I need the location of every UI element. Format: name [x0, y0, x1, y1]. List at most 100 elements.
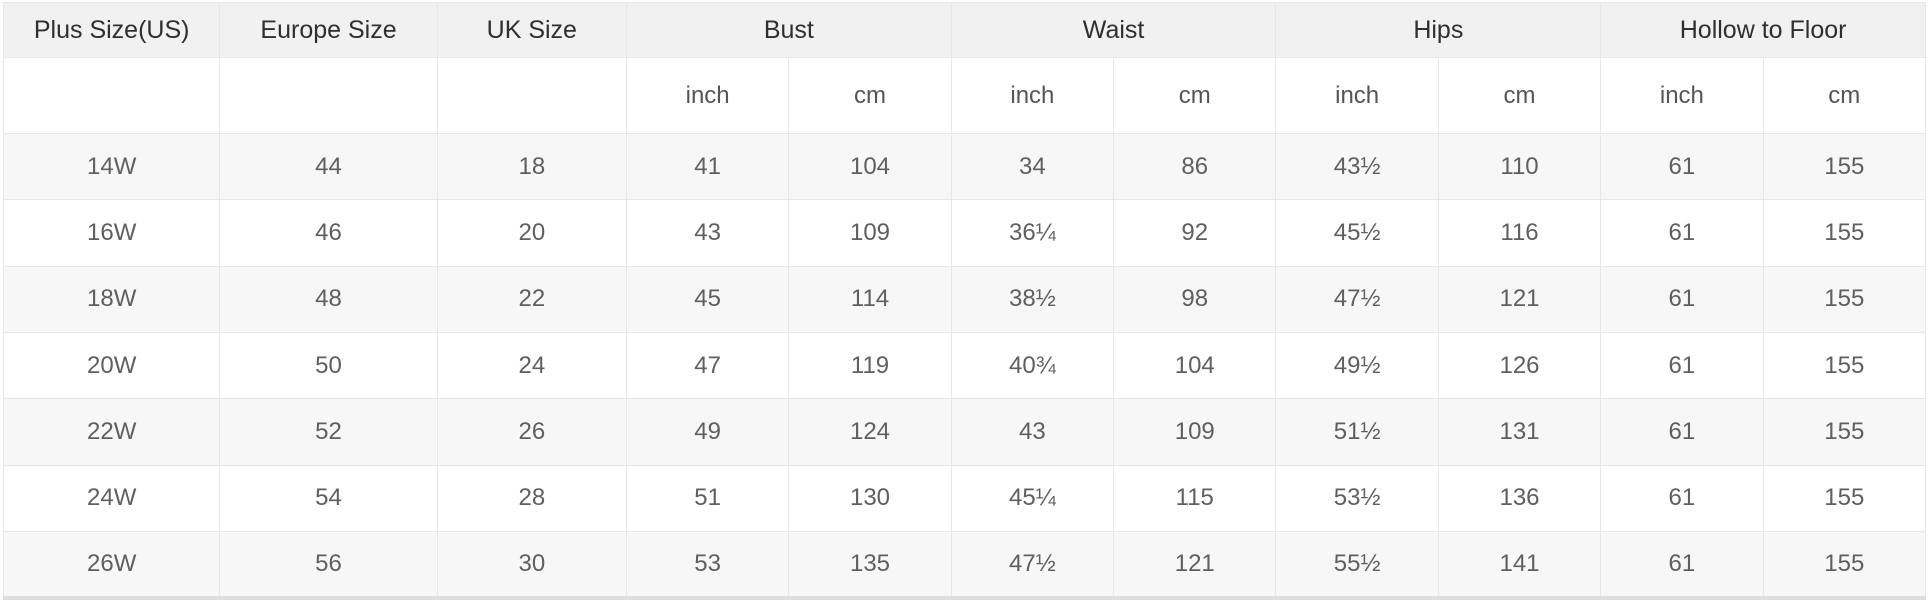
table-cell: 18	[436, 132, 627, 201]
unit-header-inch: inch	[1275, 57, 1439, 134]
unit-header-cm: cm	[1437, 57, 1602, 134]
table-cell: 54	[219, 464, 438, 533]
table-cell: 53½	[1275, 464, 1439, 533]
table-cell: 61	[1600, 199, 1764, 267]
column-header-hollow-to-floor: Hollow to Floor	[1600, 2, 1926, 58]
table-cell: 130	[788, 464, 952, 533]
table-cell: 28	[436, 464, 627, 533]
column-header-bust: Bust	[625, 2, 952, 58]
row-header-size: 14W	[2, 132, 221, 201]
table-cell: 34	[950, 132, 1115, 201]
table-cell: 61	[1600, 265, 1764, 334]
table-cell: 45	[625, 265, 790, 334]
table-cell: 126	[1437, 332, 1602, 400]
unit-header-empty	[436, 57, 627, 134]
row-header-size: 16W	[2, 199, 221, 267]
table-row-16w: 16W 46 20 43 109 36¼ 92 45½ 116 61 155	[2, 199, 1927, 267]
table-cell: 109	[788, 199, 952, 267]
table-cell: 104	[1113, 332, 1277, 400]
table-cell: 30	[436, 531, 627, 599]
unit-header-empty	[2, 57, 221, 134]
table-cell: 38½	[950, 265, 1115, 334]
column-header-plus-size-us: Plus Size(US)	[2, 2, 221, 58]
table-cell: 136	[1437, 464, 1602, 533]
table-cell: 49½	[1275, 332, 1439, 400]
table-cell: 155	[1762, 265, 1927, 334]
table-cell: 61	[1600, 332, 1764, 400]
table-cell: 61	[1600, 464, 1764, 533]
table-cell: 52	[219, 398, 438, 466]
table-cell: 47½	[1275, 265, 1439, 334]
table-cell: 22	[436, 265, 627, 334]
table-cell: 49	[625, 398, 790, 466]
column-header-europe-size: Europe Size	[219, 2, 438, 58]
table-cell: 43	[625, 199, 790, 267]
unit-header-cm: cm	[1762, 57, 1927, 134]
table-cell: 43½	[1275, 132, 1439, 201]
table-cell: 155	[1762, 199, 1927, 267]
table-cell: 47½	[950, 531, 1115, 599]
table-cell: 61	[1600, 132, 1764, 201]
table-cell: 50	[219, 332, 438, 400]
row-header-size: 24W	[2, 464, 221, 533]
table-row-14w: 14W 44 18 41 104 34 86 43½ 110 61 155	[2, 132, 1927, 201]
table-cell: 41	[625, 132, 790, 201]
table-row-22w: 22W 52 26 49 124 43 109 51½ 131 61 155	[2, 398, 1927, 466]
table-cell: 131	[1437, 398, 1602, 466]
table-cell: 61	[1600, 398, 1764, 466]
table-cell: 155	[1762, 332, 1927, 400]
unit-header-cm: cm	[788, 57, 952, 134]
table-cell: 121	[1113, 531, 1277, 599]
table-cell: 24	[436, 332, 627, 400]
table-cell: 20	[436, 199, 627, 267]
table-cell: 119	[788, 332, 952, 400]
table-cell: 48	[219, 265, 438, 334]
table-cell: 45½	[1275, 199, 1439, 267]
table-cell: 155	[1762, 531, 1927, 599]
table-cell: 56	[219, 531, 438, 599]
table-cell: 116	[1437, 199, 1602, 267]
table-cell: 43	[950, 398, 1115, 466]
table-cell: 86	[1113, 132, 1277, 201]
table-body: 14W 44 18 41 104 34 86 43½ 110 61 155 16W 46 20 43 109 3…	[2, 132, 1927, 599]
table-cell: 135	[788, 531, 952, 599]
table-cell: 92	[1113, 199, 1277, 267]
table-cell: 40¾	[950, 332, 1115, 400]
table-cell: 98	[1113, 265, 1277, 334]
column-header-hips: Hips	[1275, 2, 1602, 58]
table-cell: 110	[1437, 132, 1602, 201]
table-cell: 104	[788, 132, 952, 201]
table-cell: 55½	[1275, 531, 1439, 599]
table-cell: 45¼	[950, 464, 1115, 533]
table-row-26w: 26W 56 30 53 135 47½ 121 55½ 141 61 155	[2, 531, 1927, 599]
table-cell: 115	[1113, 464, 1277, 533]
table-row-18w: 18W 48 22 45 114 38½ 98 47½ 121 61 155	[2, 265, 1927, 334]
unit-header-inch: inch	[950, 57, 1115, 134]
table-cell: 51	[625, 464, 790, 533]
table-cell: 141	[1437, 531, 1602, 599]
table-cell: 53	[625, 531, 790, 599]
unit-header-cm: cm	[1113, 57, 1277, 134]
table-cell: 124	[788, 398, 952, 466]
table-cell: 26	[436, 398, 627, 466]
row-header-size: 18W	[2, 265, 221, 334]
table-cell: 114	[788, 265, 952, 334]
table-cell: 155	[1762, 132, 1927, 201]
table-row-24w: 24W 54 28 51 130 45¼ 115 53½ 136 61 155	[2, 464, 1927, 533]
unit-header-inch: inch	[1600, 57, 1764, 134]
table-cell: 155	[1762, 398, 1927, 466]
column-header-waist: Waist	[950, 2, 1277, 58]
table-header: Plus Size(US) Europe Size UK Size Bust Waist…	[2, 2, 1927, 134]
unit-header-row: inch cm inch cm inch cm inch cm	[2, 57, 1927, 134]
row-header-size: 20W	[2, 332, 221, 400]
unit-header-empty	[219, 57, 438, 134]
table-cell: 109	[1113, 398, 1277, 466]
unit-header-inch: inch	[625, 57, 790, 134]
table-row-20w: 20W 50 24 47 119 40¾ 104 49½ 126 61 155	[2, 332, 1927, 400]
column-header-uk-size: UK Size	[436, 2, 627, 58]
row-header-size: 26W	[2, 531, 221, 599]
table-cell: 47	[625, 332, 790, 400]
table-cell: 61	[1600, 531, 1764, 599]
